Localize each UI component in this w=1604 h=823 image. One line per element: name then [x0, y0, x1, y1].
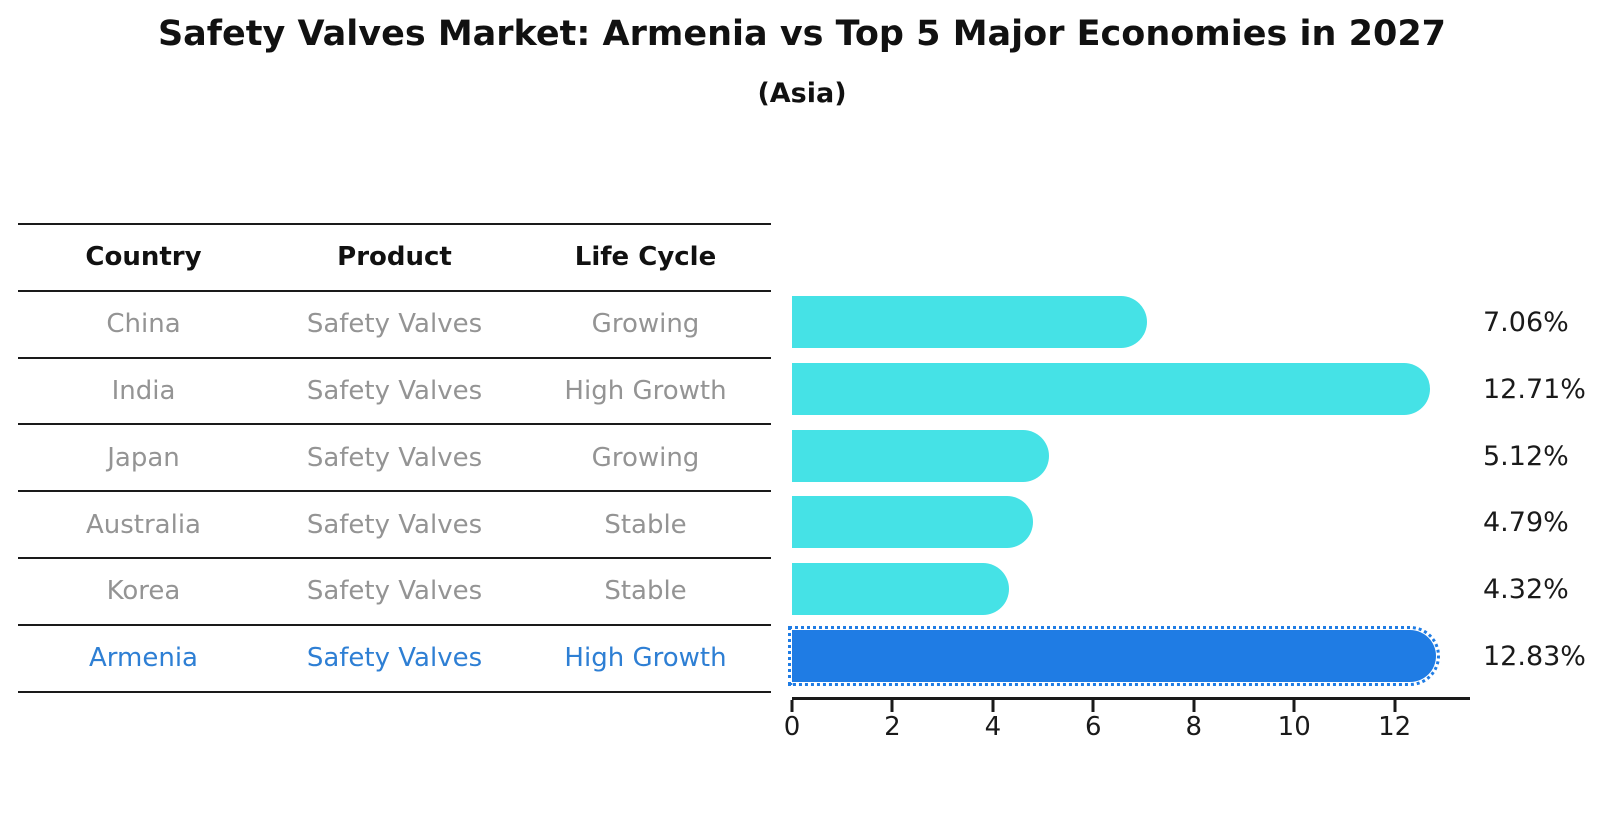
cell-product: Safety Valves — [306, 442, 483, 473]
x-tick-10 — [1292, 700, 1296, 712]
x-tick-label-2: 2 — [884, 712, 901, 742]
country-table: Country Product Life Cycle China Safety V… — [18, 223, 771, 693]
table-row-australia: Australia Safety Valves Stable — [18, 490, 771, 557]
x-tick-label-4: 4 — [984, 712, 1002, 742]
bar-india — [792, 362, 1431, 415]
bar-value-labels: 7.06% 12.71% 5.12% 4.79% 4.32% 12.83% — [1483, 289, 1604, 690]
cell-life-cycle: High Growth — [564, 643, 727, 674]
table-row-japan: Japan Safety Valves Growing — [18, 423, 771, 490]
bar-korea — [792, 563, 1009, 616]
x-tick-8 — [1192, 700, 1196, 712]
x-tick-2 — [890, 700, 894, 712]
cell-country: Armenia — [89, 643, 198, 674]
value-label-india: 12.71% — [1483, 373, 1586, 405]
cell-product: Safety Valves — [306, 576, 483, 607]
table-row-india: India Safety Valves High Growth — [18, 356, 771, 424]
bar-row-armenia — [787, 623, 1482, 690]
table-header-life-cycle: Life Cycle — [574, 242, 717, 273]
table-header-country: Country — [85, 242, 202, 273]
x-tick-0 — [790, 700, 794, 712]
x-tick-6 — [1091, 700, 1095, 712]
value-label-korea: 4.32% — [1483, 574, 1569, 606]
x-tick-label-10: 10 — [1277, 712, 1311, 742]
bar-armenia — [787, 626, 1441, 687]
cell-life-cycle: Growing — [591, 442, 700, 473]
cell-country: India — [111, 375, 176, 406]
cell-product: Safety Valves — [306, 309, 483, 340]
x-tick-label-0: 0 — [783, 712, 801, 742]
bar-australia — [792, 496, 1033, 549]
cell-product: Safety Valves — [306, 509, 483, 540]
bar-row-china — [792, 289, 1482, 356]
cell-life-cycle: Stable — [604, 509, 687, 540]
cell-product: Safety Valves — [306, 643, 483, 674]
chart-title: Safety Valves Market: Armenia vs Top 5 M… — [157, 14, 1447, 54]
value-label-australia: 4.79% — [1483, 507, 1569, 539]
bar-row-australia — [792, 489, 1482, 556]
cell-product: Safety Valves — [306, 375, 483, 406]
bar-row-japan — [792, 423, 1482, 490]
chart-subtitle: (Asia) — [757, 78, 847, 109]
cell-country: China — [106, 309, 181, 340]
table-header-row: Country Product Life Cycle — [18, 223, 771, 290]
x-tick-label-12: 12 — [1378, 712, 1412, 742]
cell-country: Australia — [85, 509, 201, 540]
value-label-china: 7.06% — [1483, 306, 1569, 338]
x-axis-line — [792, 697, 1470, 700]
table-row-china: China Safety Valves Growing — [18, 289, 771, 357]
table-row-armenia: Armenia Safety Valves High Growth — [18, 623, 771, 691]
cell-life-cycle: Growing — [591, 309, 700, 340]
bar-japan — [792, 429, 1050, 482]
x-tick-label-6: 6 — [1085, 712, 1102, 742]
bar-row-india — [792, 356, 1482, 423]
x-tick-label-8: 8 — [1185, 712, 1203, 742]
table-row-korea: Korea Safety Valves Stable — [18, 556, 771, 624]
table-header-product: Product — [337, 242, 452, 273]
cell-country: Korea — [106, 576, 181, 607]
cell-life-cycle: Stable — [604, 576, 687, 607]
x-tick-4 — [991, 700, 995, 712]
x-tick-12 — [1393, 700, 1397, 712]
bar-plot-area — [787, 289, 1482, 690]
cell-life-cycle: High Growth — [564, 375, 727, 406]
bar-china — [792, 296, 1147, 348]
table-body: China Safety Valves Growing India Safety Val… — [18, 289, 771, 691]
cell-country: Japan — [107, 442, 180, 473]
bar-row-korea — [792, 556, 1482, 623]
value-label-armenia: 12.83% — [1483, 641, 1586, 673]
value-label-japan: 5.12% — [1483, 440, 1569, 472]
